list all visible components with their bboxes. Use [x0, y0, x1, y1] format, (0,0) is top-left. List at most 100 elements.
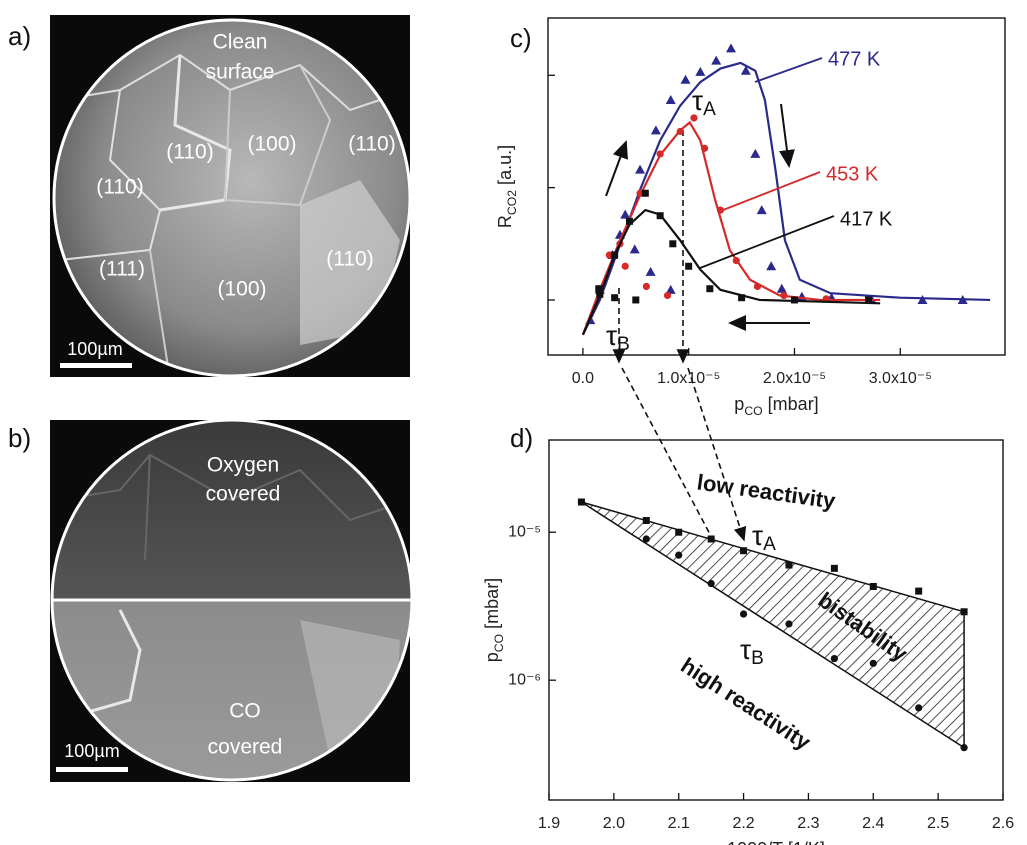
y-tick-label: 10⁻⁵: [508, 523, 541, 540]
facet-label: (100): [247, 133, 296, 156]
circle-marker: [831, 655, 838, 662]
x-tick-label: 2.4: [862, 815, 884, 832]
annotation-sub: A: [763, 534, 776, 555]
sweep-arrow: [606, 142, 626, 196]
facet-label: (110): [166, 141, 213, 164]
triangle-marker: [651, 125, 661, 134]
image-label: Oxygen: [207, 454, 279, 477]
square-marker: [740, 547, 747, 554]
series-label: 417 K: [840, 208, 893, 230]
circle-marker: [733, 257, 740, 264]
circle-marker: [960, 744, 967, 751]
circle-marker: [915, 704, 922, 711]
annotation-main: τ: [692, 85, 703, 116]
series-label: 453 K: [826, 163, 879, 185]
label-leader: [700, 216, 834, 268]
panel-label: c): [510, 23, 532, 53]
triangle-marker: [666, 95, 676, 104]
x-axis-label: 1000/T [1/K]: [727, 839, 825, 845]
scale-bar: [60, 363, 132, 368]
square-marker: [643, 517, 650, 524]
annotation-main: τ: [606, 320, 617, 351]
annotation: τA: [692, 85, 716, 120]
square-marker: [626, 218, 633, 225]
square-marker: [791, 296, 798, 303]
square-marker: [611, 252, 618, 259]
triangle-marker: [750, 149, 760, 158]
image-label: surface: [206, 61, 275, 84]
square-marker: [657, 212, 664, 219]
facet-label: (111): [99, 258, 145, 281]
annotation-main: low reactivity: [695, 469, 837, 513]
circle-marker: [578, 498, 585, 505]
circle-marker: [677, 128, 684, 135]
annotation: τB: [606, 320, 630, 355]
facet-label: (110): [348, 133, 395, 156]
circle-marker: [754, 283, 761, 290]
y-axis-label-unit: [mbar]: [482, 578, 502, 629]
triangle-marker: [917, 295, 927, 304]
square-marker: [961, 608, 968, 615]
annotation: low reactivity: [695, 469, 837, 513]
triangle-marker: [726, 43, 736, 52]
x-tick-label: 2.1: [668, 815, 690, 832]
triangle-marker: [777, 284, 787, 293]
x-tick-label: 2.0: [603, 815, 625, 832]
y-axis-label: RCO2 [a.u.]: [495, 145, 519, 228]
scale-bar-label: 100µm: [64, 741, 119, 761]
circle-marker: [740, 610, 747, 617]
y-axis-label-sub: CO: [492, 634, 506, 652]
square-marker: [738, 294, 745, 301]
panel-label: d): [510, 423, 533, 453]
x-tick-label: 3.0x10⁻⁵: [869, 370, 932, 387]
square-marker: [611, 294, 618, 301]
square-marker: [785, 562, 792, 569]
plot-frame: [548, 18, 1005, 355]
triangle-marker: [646, 267, 656, 276]
annotation-sub: B: [751, 648, 764, 669]
label-leader: [718, 172, 820, 212]
square-marker: [865, 296, 872, 303]
circle-marker: [657, 150, 664, 157]
annotation-main: high reactivity: [677, 652, 816, 755]
image-label: covered: [208, 736, 283, 759]
scale-bar-label: 100µm: [67, 339, 122, 359]
annotation: high reactivity: [677, 652, 816, 755]
y-axis-label-sub: CO2: [505, 190, 519, 215]
y-tick-label: 10⁻⁶: [508, 671, 541, 688]
circle-marker: [643, 283, 650, 290]
x-axis-label-sub: CO: [744, 404, 762, 418]
facet-label: (100): [217, 278, 266, 301]
triangle-marker: [681, 75, 691, 84]
triangle-marker: [711, 56, 721, 65]
triangle-marker: [630, 244, 640, 253]
square-marker: [632, 296, 639, 303]
x-tick-label: 2.5: [927, 815, 949, 832]
square-marker: [669, 240, 676, 247]
triangle-marker: [695, 67, 705, 76]
square-marker: [831, 565, 838, 572]
square-marker: [915, 588, 922, 595]
annotation: τA: [752, 520, 776, 555]
square-marker: [870, 583, 877, 590]
annotation-sub: B: [617, 334, 630, 355]
x-tick-label: 0.0: [572, 370, 594, 387]
x-tick-label: 2.2: [732, 815, 754, 832]
fit-line: [583, 210, 880, 335]
circle-marker: [708, 580, 715, 587]
y-axis-label-main: p: [482, 652, 502, 662]
circle-marker: [664, 292, 671, 299]
panel-label: a): [8, 21, 31, 51]
x-axis-label-main: p: [734, 394, 744, 414]
square-marker: [595, 285, 602, 292]
triangle-marker: [766, 261, 776, 270]
annotation-main: τ: [752, 520, 763, 551]
image-label: Clean: [213, 31, 268, 54]
square-marker: [706, 285, 713, 292]
square-marker: [675, 529, 682, 536]
x-tick-label: 1.0x10⁻⁵: [657, 370, 720, 387]
x-tick-label: 2.0x10⁻⁵: [763, 370, 826, 387]
x-axis-label: pCO[mbar]: [734, 394, 818, 418]
y-axis-label-main: R: [495, 215, 515, 228]
y-axis-label-unit: [a.u.]: [495, 145, 515, 185]
